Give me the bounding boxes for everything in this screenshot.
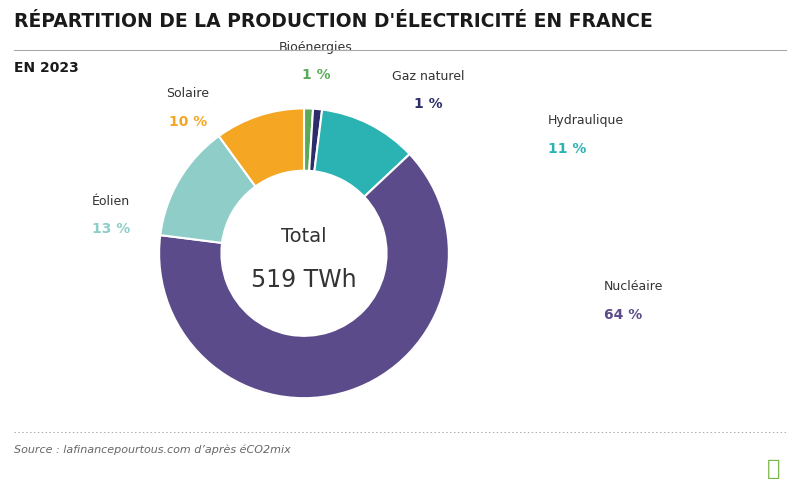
- Wedge shape: [219, 109, 304, 187]
- Text: 1 %: 1 %: [302, 68, 330, 82]
- Text: RÉPARTITION DE LA PRODUCTION D'ÉLECTRICITÉ EN FRANCE: RÉPARTITION DE LA PRODUCTION D'ÉLECTRICI…: [14, 12, 653, 31]
- Text: Éolien: Éolien: [92, 194, 130, 207]
- Text: 1 %: 1 %: [414, 97, 442, 111]
- Text: EN 2023: EN 2023: [14, 61, 79, 75]
- Text: Hydraulique: Hydraulique: [548, 114, 624, 127]
- Text: Source : lafinancepourtous.com d’après éCO2mix: Source : lafinancepourtous.com d’après é…: [14, 444, 291, 454]
- Text: Bioénergies: Bioénergies: [279, 41, 353, 54]
- Wedge shape: [304, 109, 313, 171]
- Wedge shape: [309, 109, 322, 172]
- Text: 64 %: 64 %: [604, 307, 642, 321]
- Wedge shape: [314, 110, 410, 197]
- Text: Nucléaire: Nucléaire: [604, 280, 663, 293]
- Text: 519 TWh: 519 TWh: [251, 268, 357, 292]
- Wedge shape: [160, 137, 255, 244]
- Text: 13 %: 13 %: [92, 222, 130, 236]
- Text: 11 %: 11 %: [548, 141, 586, 155]
- Text: 🌳: 🌳: [766, 458, 780, 478]
- Wedge shape: [159, 155, 449, 398]
- Text: Gaz naturel: Gaz naturel: [392, 70, 464, 83]
- Text: Solaire: Solaire: [166, 87, 210, 100]
- Text: 10 %: 10 %: [169, 114, 207, 128]
- Text: Total: Total: [281, 227, 327, 246]
